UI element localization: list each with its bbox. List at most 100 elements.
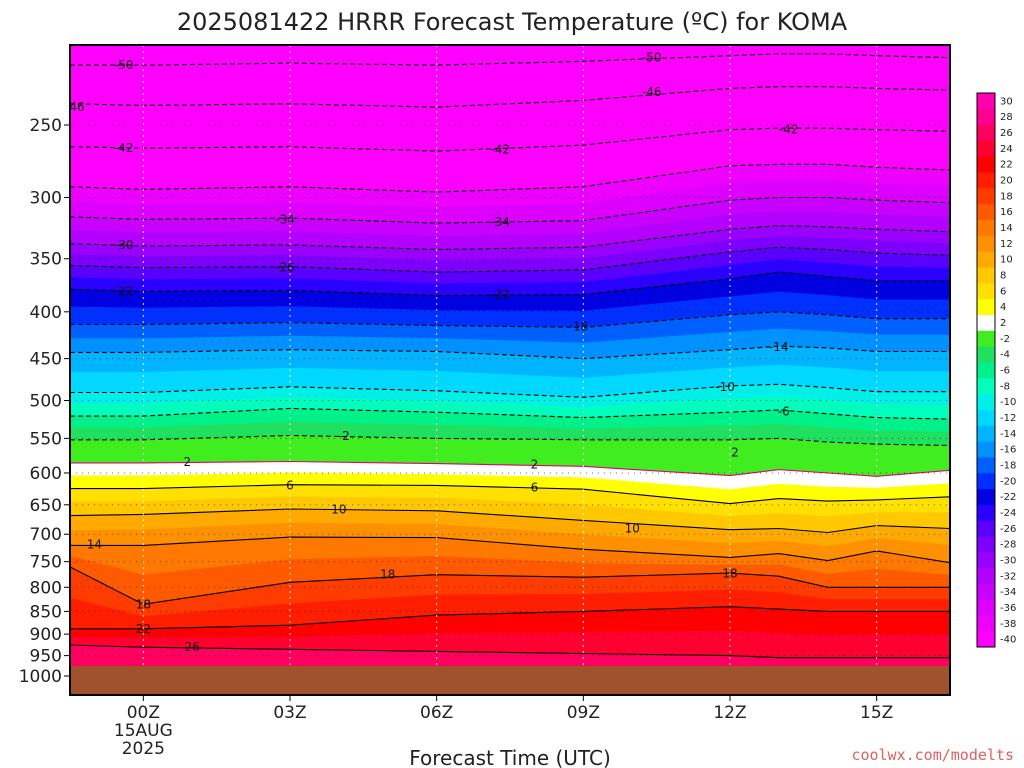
colorbar-tick-label: 28 xyxy=(1000,112,1013,123)
x-tick-label: 03Z xyxy=(273,703,306,723)
colorbar-tick-label: -32 xyxy=(1000,571,1016,582)
colorbar-tick-label: -22 xyxy=(1000,492,1016,503)
x-axis-label: Forecast Time (UTC) xyxy=(409,746,611,768)
isotherm--14 xyxy=(70,345,950,360)
x-tick-label: 15Z xyxy=(860,703,893,723)
y-tick-label: 550 xyxy=(30,429,62,449)
contour-label: 6 xyxy=(286,478,294,492)
isotherm--26 xyxy=(70,246,950,273)
colorbar-tick-label: 2 xyxy=(1000,318,1006,329)
colorbar-swatch xyxy=(977,567,995,585)
isotherm--18 xyxy=(70,311,950,328)
contour-label: -42 xyxy=(779,123,799,137)
contour-label: 18 xyxy=(722,567,737,581)
isotherm--6 xyxy=(70,407,950,420)
contour-label: -6 xyxy=(778,404,790,418)
isotherm--34 xyxy=(70,196,950,224)
contour-label: -46 xyxy=(642,85,662,99)
colorbar-swatch xyxy=(977,203,995,221)
isotherm-lines xyxy=(70,53,950,659)
contour-label: 26 xyxy=(185,640,200,654)
colorbar-swatch xyxy=(977,108,995,126)
y-tick-label: 450 xyxy=(30,350,62,370)
colorbar-tick-label: -6 xyxy=(1000,366,1010,377)
colorbar-swatch xyxy=(977,362,995,379)
colorbar-tick-label: 8 xyxy=(1000,271,1006,282)
colorbar-tick-label: -38 xyxy=(1000,619,1016,630)
colorbar-swatch xyxy=(977,441,995,458)
colorbar-tick-label: -18 xyxy=(1000,460,1016,471)
colorbar-swatch xyxy=(977,425,995,442)
colorbar-swatch xyxy=(977,124,995,141)
y-tick-label: 350 xyxy=(30,250,62,270)
y-tick-label: 500 xyxy=(30,392,62,412)
colorbar-swatch xyxy=(977,520,995,537)
x-tick-label: 09Z xyxy=(567,703,600,723)
y-tick-label: 400 xyxy=(30,303,62,323)
colorbar-tick-label: -8 xyxy=(1000,381,1010,392)
colorbar-tick-label: -34 xyxy=(1000,587,1016,598)
contour-label: 14 xyxy=(87,537,102,551)
colorbar-tick-label: -14 xyxy=(1000,429,1016,440)
isotherm--10 xyxy=(70,383,950,398)
colorbar-swatch xyxy=(977,251,995,268)
y-tick-label: 600 xyxy=(30,464,62,484)
y-tick-label: 1000 xyxy=(19,667,62,687)
colorbar-swatch xyxy=(977,235,995,252)
colorbar-swatch xyxy=(977,219,995,236)
isotherm--38 xyxy=(70,163,950,193)
colorbar-tick-label: -36 xyxy=(1000,603,1016,614)
colorbar-swatch xyxy=(977,409,995,426)
colorbar-swatch xyxy=(977,615,995,632)
plot-frame xyxy=(69,44,951,696)
isotherm-26 xyxy=(70,644,950,659)
contour-label: -42 xyxy=(114,141,134,155)
colorbar-swatch xyxy=(977,346,995,363)
contour-label: 2 xyxy=(184,455,192,469)
isotherm--46 xyxy=(70,86,950,108)
x-tick-label: 12Z xyxy=(713,703,746,723)
colorbar-swatch xyxy=(977,393,995,410)
y-tick-label: 650 xyxy=(30,496,62,516)
colorbar-tick-label: 18 xyxy=(1000,191,1013,202)
contour-label: -42 xyxy=(490,143,510,157)
colorbar-tick-label: -24 xyxy=(1000,508,1016,519)
colorbar-swatch xyxy=(977,140,995,157)
y-tick-label: 250 xyxy=(30,116,62,136)
colorbar-swatch xyxy=(977,282,995,300)
y-tick-label: 900 xyxy=(30,625,62,645)
x-tick-label: 00Z xyxy=(127,703,160,723)
contour-label: -50 xyxy=(642,51,662,65)
colorbar-tick-label: -16 xyxy=(1000,445,1016,456)
contour-label: 18 xyxy=(136,597,151,611)
chart-title: 2025081422 HRRR Forecast Temperature (ºC… xyxy=(177,8,848,36)
contour-label: 22 xyxy=(136,622,151,636)
x-tick-label: 06Z xyxy=(420,703,453,723)
isotherm-22 xyxy=(70,606,950,630)
contour-label: -14 xyxy=(769,340,789,354)
colorbar-tick-label: 14 xyxy=(1000,223,1013,234)
colorbar-swatch xyxy=(977,536,995,553)
contour-label: 2 xyxy=(731,446,739,460)
contour-label: -26 xyxy=(275,261,295,275)
colorbar-swatch xyxy=(977,298,995,315)
contour-label: -22 xyxy=(490,288,510,302)
colorbar-tick-label: 10 xyxy=(1000,255,1013,266)
colorbar: -40-38-36-34-32-30-28-26-24-22-20-18-16-… xyxy=(976,92,1016,648)
y-tick-label: 950 xyxy=(30,647,62,667)
colorbar-tick-label: -30 xyxy=(1000,555,1016,566)
contour-label: 10 xyxy=(625,522,640,536)
y-tick-label: 750 xyxy=(30,553,62,573)
colorbar-swatch xyxy=(977,599,995,616)
colorbar-swatch xyxy=(977,377,995,395)
colorbar-tick-label: 6 xyxy=(1000,286,1006,297)
colorbar-swatch xyxy=(977,583,995,600)
colorbar-swatch xyxy=(977,457,995,474)
isotherm-2 xyxy=(70,460,950,477)
colorbar-swatch xyxy=(977,156,995,173)
contour-labels: -50-46-42-34-30-26-22-42-34-22-18-50-46-… xyxy=(70,51,799,655)
isotherm--30 xyxy=(70,225,950,251)
contour-label: -22 xyxy=(114,284,134,298)
colorbar-swatch xyxy=(977,267,995,284)
